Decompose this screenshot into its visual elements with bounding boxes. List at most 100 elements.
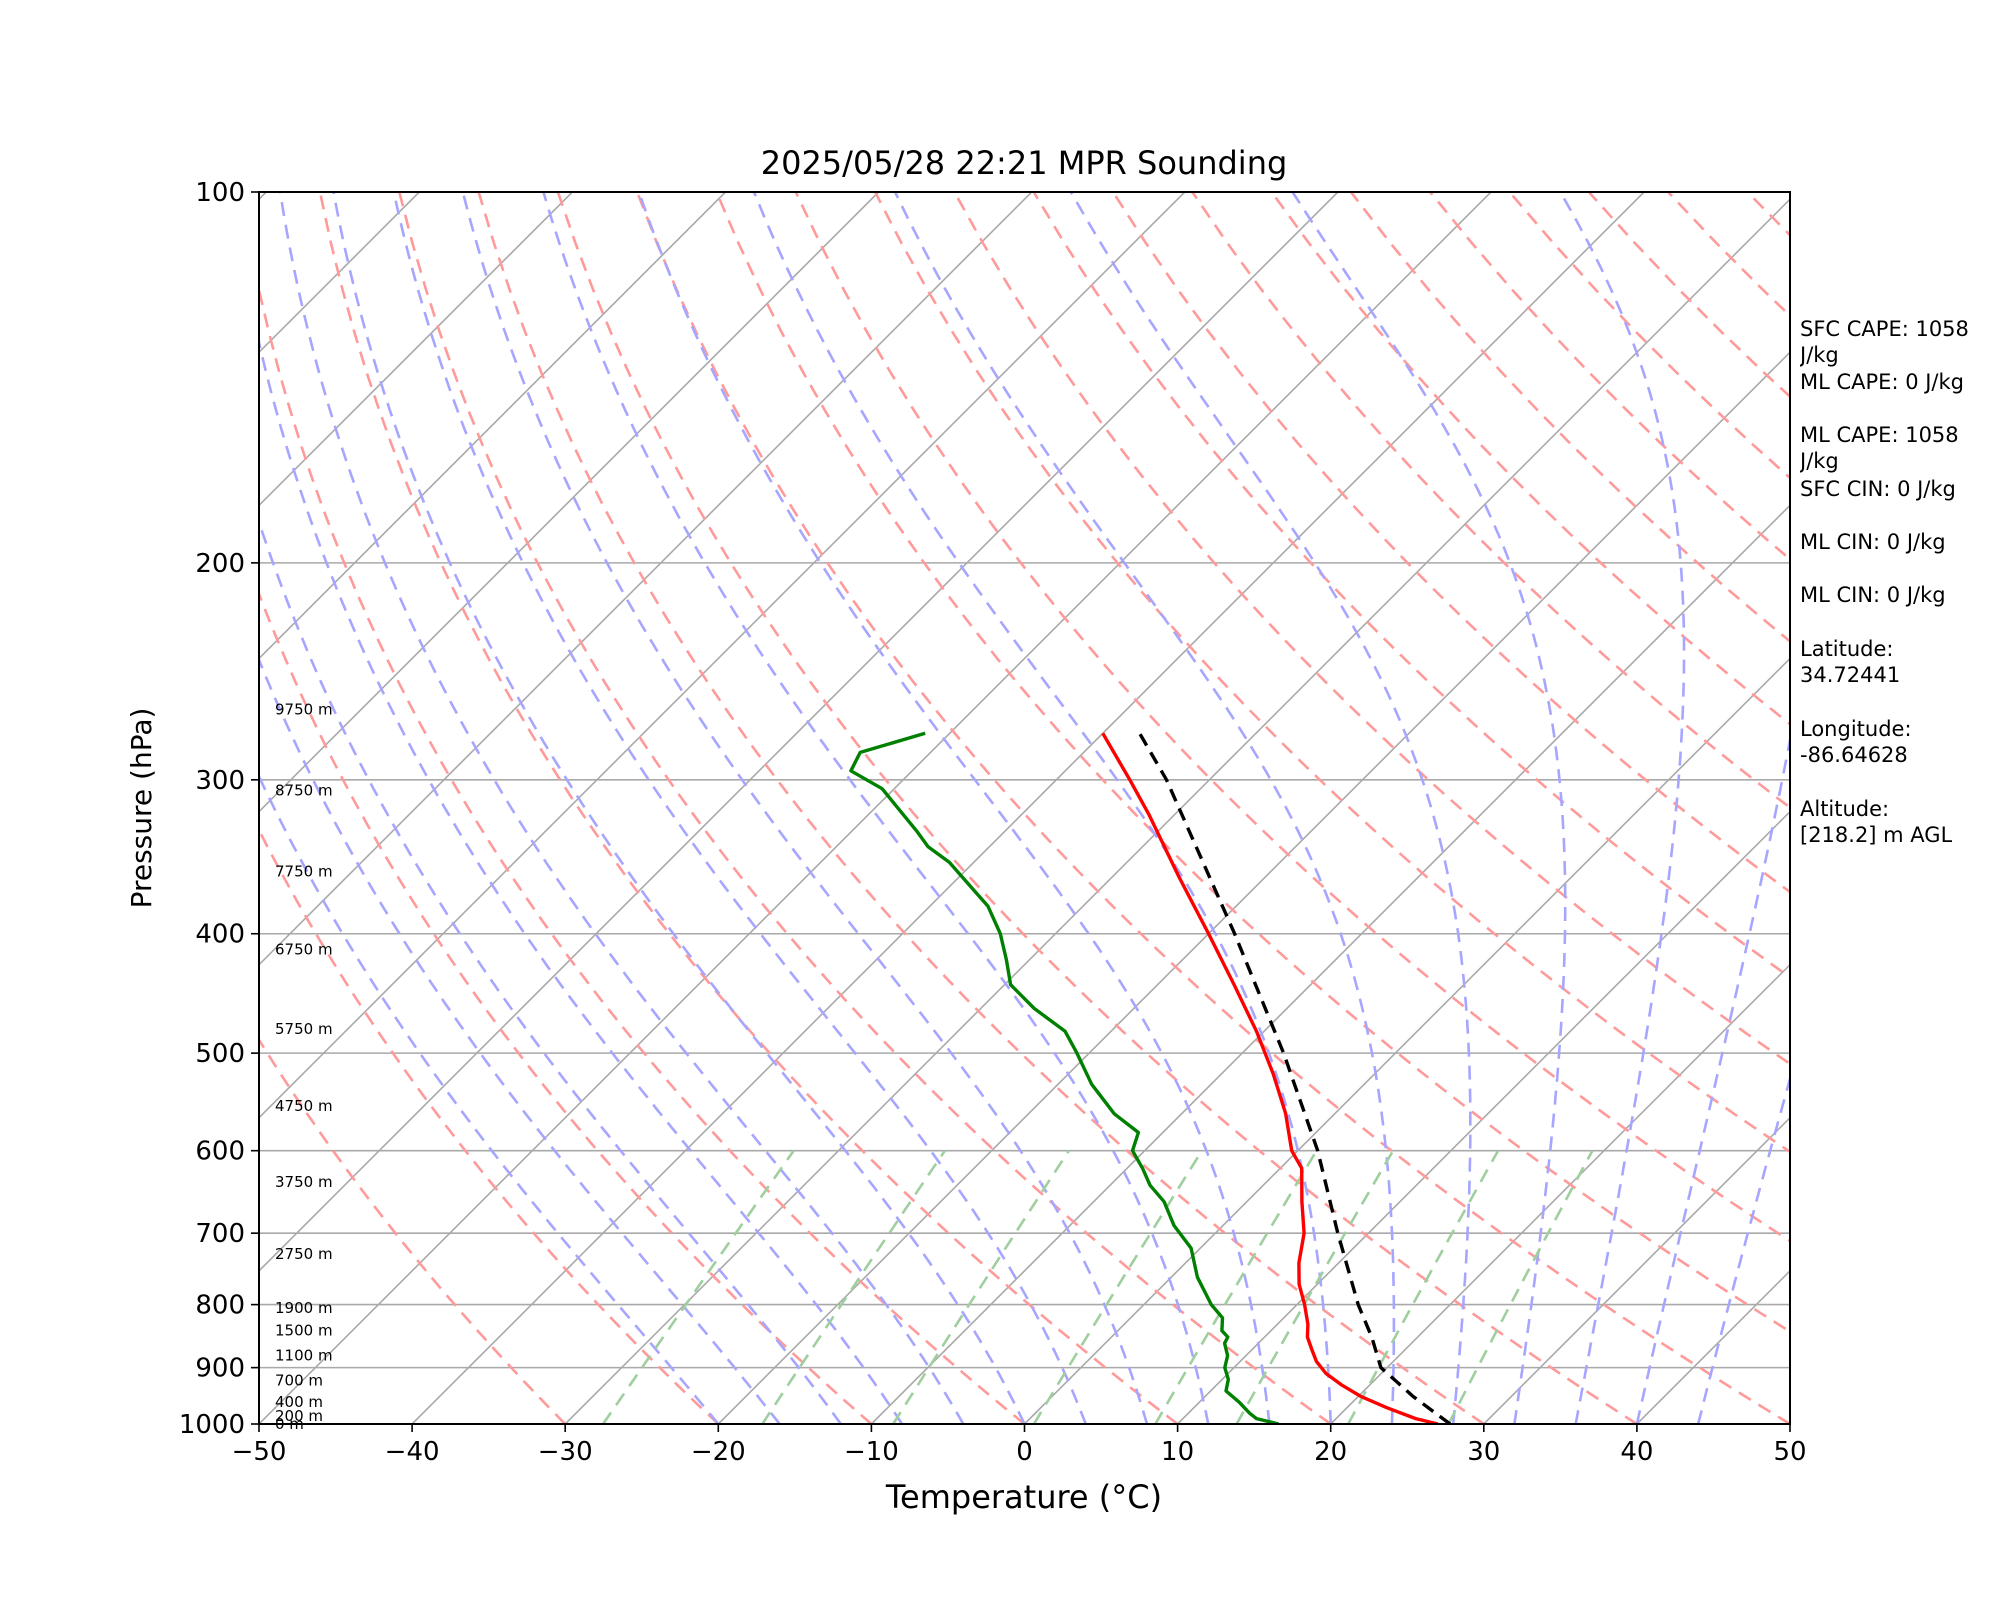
dry-adiabat-line: [1191, 192, 1790, 810]
moist-adiabat-line: [461, 192, 1149, 1424]
height-label: 9750 m: [275, 700, 333, 718]
y-axis-label: Pressure (hPa): [125, 708, 158, 909]
stats-item: ML CIN: 0 J/kg: [1800, 530, 1946, 554]
temperature-profile-line: [1101, 732, 1439, 1424]
plot-frame: [258, 191, 1791, 1425]
dry-adiabat-line: [259, 827, 720, 1424]
x-tick-label: 50: [1773, 1437, 1806, 1467]
x-tick-label: −20: [691, 1437, 746, 1467]
dry-adiabat-line: [259, 283, 1026, 1424]
height-label: 0 m: [275, 1415, 304, 1433]
moist-adiabat-line: [752, 192, 1332, 1424]
isotherm-line: [259, 192, 1339, 1273]
moist-adiabat-line: [259, 656, 781, 1424]
moist-adiabat-line: [637, 192, 1271, 1424]
moist-adiabat-line: [278, 192, 965, 1424]
x-tick-label: −40: [385, 1437, 440, 1467]
y-tick-label: 500: [195, 1039, 245, 1069]
mixing-ratio-line: [601, 1149, 795, 1424]
isotherm-line: [259, 192, 1186, 1119]
stats-item: SFC CIN: 0 J/kg: [1800, 477, 1956, 501]
stats-item: Latitude: 34.72441: [1800, 637, 1901, 687]
y-tick-label: 900: [195, 1354, 245, 1384]
mixing-ratio-line: [892, 1149, 1070, 1424]
dry-adiabat-line: [715, 192, 1790, 1334]
stats-item: ML CIN: 0 J/kg: [1800, 583, 1946, 607]
y-tick-label: 200: [195, 549, 245, 579]
y-tick-label: 300: [195, 766, 245, 796]
y-tick-label: 800: [195, 1291, 245, 1321]
moist-adiabat-line: [1291, 192, 1567, 1424]
isotherm-line: [411, 192, 1645, 1424]
isotherm-line: [1483, 1116, 1790, 1424]
height-label: 8750 m: [275, 781, 333, 799]
stats-item: ML CAPE: 1058 J/kg: [1800, 423, 1959, 473]
x-tick-label: 40: [1620, 1437, 1653, 1467]
background-lines: [0, 192, 1790, 1424]
height-label: 400 m: [275, 1393, 323, 1411]
dry-adiabat-line: [259, 1037, 567, 1424]
mixing-ratio-line: [1154, 1150, 1318, 1424]
moist-adiabat-line: [332, 192, 1026, 1424]
moist-adiabat-line: [1559, 192, 1686, 1424]
height-label: 700 m: [275, 1372, 323, 1390]
mixing-ratio-line: [761, 1149, 946, 1424]
height-label: 4750 m: [275, 1097, 333, 1115]
dry-adiabat-line: [398, 192, 1332, 1424]
stats-item: ML CAPE: 0 J/kg: [1800, 370, 1965, 394]
moist-adiabat-line: [1696, 1073, 1790, 1424]
isotherm-line: [1330, 963, 1790, 1424]
height-label: 200 m: [275, 1407, 323, 1425]
moist-adiabat-line: [392, 192, 1087, 1424]
height-label: 1100 m: [275, 1347, 333, 1365]
dry-adiabat-line: [556, 192, 1638, 1424]
height-label: 3750 m: [275, 1173, 333, 1191]
chart-title: 2025/05/28 22:21 MPR Sounding: [761, 144, 1288, 182]
y-tick-label: 100: [195, 178, 245, 208]
height-label: 6750 m: [275, 941, 333, 959]
moist-adiabat-line: [259, 517, 842, 1424]
moist-adiabat-line: [1635, 733, 1790, 1424]
isotherm-line: [259, 192, 1492, 1424]
isotherm-line: [1177, 810, 1790, 1424]
x-tick-label: 0: [1016, 1437, 1033, 1467]
dry-adiabat-line: [953, 192, 1790, 1066]
isotherm-line: [259, 192, 573, 507]
dry-adiabat-line: [794, 192, 1790, 1243]
x-tick-label: 20: [1314, 1437, 1347, 1467]
series-layer: [849, 731, 1452, 1424]
dry-adiabat-line: [1270, 192, 1790, 726]
isotherm-line: [259, 192, 727, 660]
dry-adiabat-line: [477, 192, 1485, 1424]
mixing-ratio-line: [1032, 1150, 1204, 1424]
x-tick-label: −50: [232, 1437, 287, 1467]
isotherm-line: [0, 192, 113, 1424]
x-tick-label: −30: [538, 1437, 593, 1467]
dewpoint-profile-line: [849, 731, 1280, 1424]
height-label: 1900 m: [275, 1299, 333, 1317]
isotherm-line: [259, 192, 880, 813]
dry-adiabat-line: [318, 192, 1179, 1424]
isotherm-line: [564, 198, 1790, 1424]
x-tick-label: 10: [1161, 1437, 1194, 1467]
height-label: 1500 m: [275, 1322, 333, 1340]
isotherm-line: [717, 351, 1790, 1424]
y-tick-label: 1000: [179, 1410, 245, 1440]
isotherm-line: [259, 192, 1033, 966]
dry-adiabat-line: [259, 590, 873, 1424]
x-tick-label: −10: [844, 1437, 899, 1467]
stats-item: SFC CAPE: 1058 J/kg: [1800, 317, 1969, 367]
stats-item: Longitude: -86.64628: [1800, 717, 1912, 767]
height-label: 7750 m: [275, 862, 333, 880]
height-label: 5750 m: [275, 1020, 333, 1038]
x-axis-label: Temperature (°C): [885, 1478, 1162, 1516]
y-tick-label: 600: [195, 1137, 245, 1167]
height-label: 2750 m: [275, 1245, 333, 1263]
x-tick-label: 30: [1467, 1437, 1500, 1467]
parcel-profile-line: [1138, 732, 1452, 1424]
stats-item: Altitude: [218.2] m AGL: [1800, 797, 1953, 847]
y-tick-label: 400: [195, 920, 245, 950]
dry-adiabat-line: [635, 192, 1790, 1424]
